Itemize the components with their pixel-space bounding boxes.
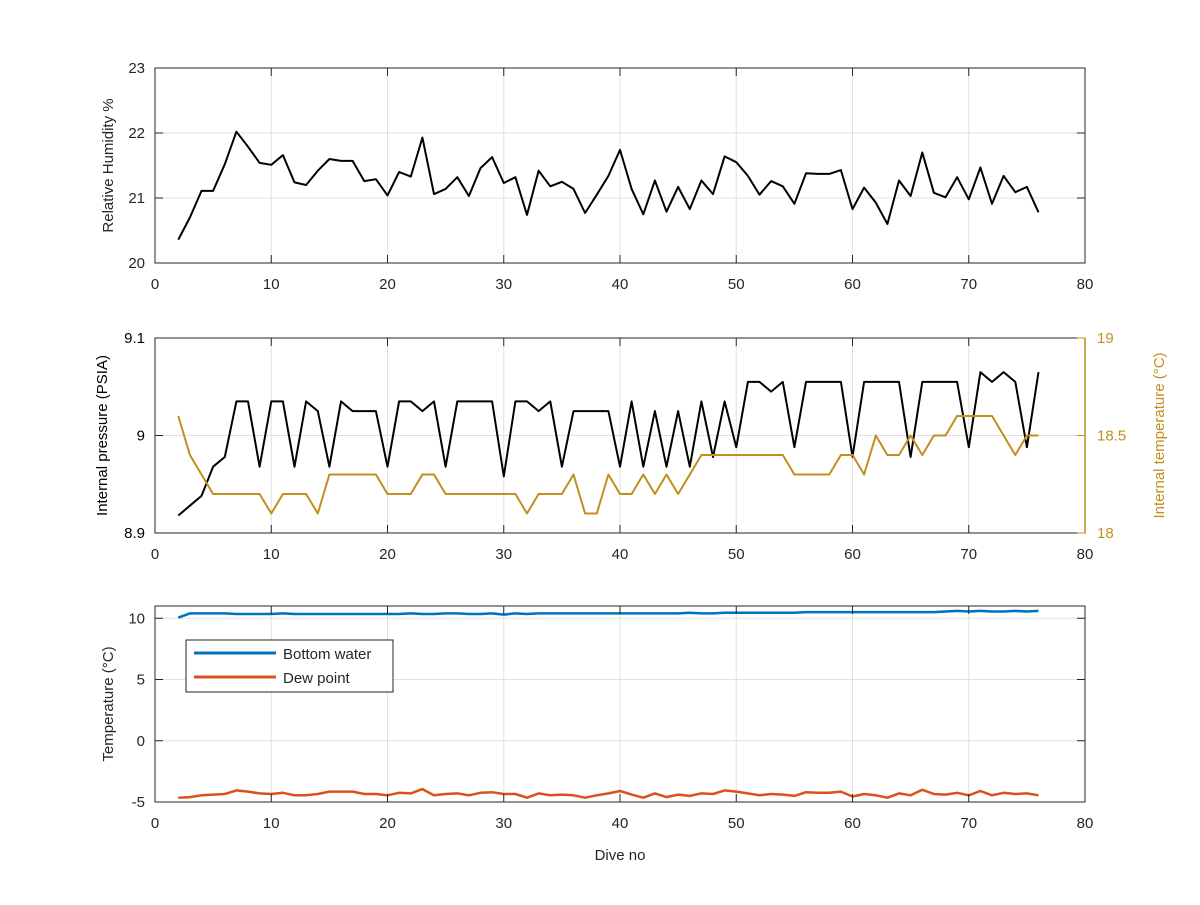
temperature-ytick-label: 5 xyxy=(137,672,145,689)
pressure-temperature-panel: 0 10 20 30 40 50 60 70 80 8.9 9 9.1 18 18.5 19 Interna… xyxy=(94,330,1168,563)
temperature-xtick-label: 80 xyxy=(1077,815,1094,832)
legend-label-dew-point: Dew point xyxy=(283,670,351,687)
humidity-ytick-label: 23 xyxy=(128,60,145,77)
pressure-xtick-label: 50 xyxy=(728,546,745,563)
series-line-bottom-water xyxy=(177,609,1039,619)
temperature-ytick-label: 0 xyxy=(137,733,145,750)
pressure-xtick-label: 40 xyxy=(612,546,629,563)
temperature-xlabel: Dive no xyxy=(595,847,646,864)
temperature-ticks: 0 10 20 30 40 50 60 70 80 -5 0 5 10 xyxy=(128,606,1093,832)
humidity-grid xyxy=(155,68,1085,263)
pressure-ytick-label: 9.1 xyxy=(124,330,145,347)
temperature-xtick-label: 0 xyxy=(151,815,159,832)
humidity-xtick-label: 0 xyxy=(151,276,159,293)
right-ytick-label: 19 xyxy=(1097,330,1114,347)
temperature-ytick-label: -5 xyxy=(132,794,145,811)
pressure-xtick-label: 10 xyxy=(263,546,280,563)
series-line-pressure-left xyxy=(177,371,1040,517)
temperature-ytick-label: 10 xyxy=(128,610,145,627)
legend: Bottom water Dew point xyxy=(185,639,394,693)
humidity-ticks: 0 10 20 30 40 50 60 70 80 20 21 22 23 xyxy=(128,60,1093,293)
humidity-ytick-label: 21 xyxy=(128,190,145,207)
pressure-ylabel: Internal pressure (PSIA) xyxy=(94,355,111,516)
series-line-pressure-right xyxy=(177,415,1039,515)
pressure-xtick-label: 80 xyxy=(1077,546,1094,563)
legend-label-bottom-water: Bottom water xyxy=(283,646,371,663)
humidity-panel: 0 10 20 30 40 50 60 70 80 20 21 22 23 Relative Humid… xyxy=(100,60,1093,293)
pressure-xtick-label: 0 xyxy=(151,546,159,563)
pressure-xtick-label: 70 xyxy=(960,546,977,563)
temperature-xtick-label: 20 xyxy=(379,815,396,832)
temperature-xtick-label: 10 xyxy=(263,815,280,832)
humidity-xtick-label: 50 xyxy=(728,276,745,293)
humidity-xtick-label: 30 xyxy=(495,276,512,293)
pressure-xtick-label: 30 xyxy=(495,546,512,563)
series-line-dew-point xyxy=(178,787,1039,799)
humidity-xtick-label: 80 xyxy=(1077,276,1094,293)
pressure-ytick-label: 8.9 xyxy=(124,525,145,542)
pressure-series-group xyxy=(177,371,1040,517)
internal-temperature-ylabel: Internal temperature (°C) xyxy=(1151,352,1168,518)
temperature-panel: 0 10 20 30 40 50 60 70 80 -5 0 5 10 Temperature (°C)… xyxy=(100,605,1093,864)
temperature-series-group xyxy=(177,609,1039,799)
pressure-ticks: 0 10 20 30 40 50 60 70 80 8.9 9 9.1 18 18.5 19 xyxy=(124,330,1126,563)
temperature-ylabel: Temperature (°C) xyxy=(100,646,117,761)
humidity-xtick-label: 70 xyxy=(960,276,977,293)
humidity-ylabel: Relative Humidity % xyxy=(100,98,117,232)
humidity-xtick-label: 40 xyxy=(612,276,629,293)
temperature-xtick-label: 40 xyxy=(612,815,629,832)
legend-box xyxy=(185,639,394,693)
temperature-xtick-label: 60 xyxy=(844,815,861,832)
temperature-xtick-label: 30 xyxy=(495,815,512,832)
pressure-ytick-label: 9 xyxy=(137,428,145,445)
humidity-series-group xyxy=(177,130,1040,241)
humidity-xtick-label: 10 xyxy=(263,276,280,293)
temperature-grid xyxy=(155,606,1085,802)
temperature-xtick-label: 70 xyxy=(960,815,977,832)
pressure-xtick-label: 60 xyxy=(844,546,861,563)
right-ytick-label: 18 xyxy=(1097,525,1114,542)
humidity-xtick-label: 20 xyxy=(379,276,396,293)
humidity-ytick-label: 20 xyxy=(128,255,145,272)
temperature-xtick-label: 50 xyxy=(728,815,745,832)
humidity-xtick-label: 60 xyxy=(844,276,861,293)
humidity-ytick-label: 22 xyxy=(128,125,145,142)
series-line-humidity-left xyxy=(177,130,1040,241)
pressure-grid xyxy=(155,338,1085,533)
pressure-xtick-label: 20 xyxy=(379,546,396,563)
right-ytick-label: 18.5 xyxy=(1097,428,1126,445)
